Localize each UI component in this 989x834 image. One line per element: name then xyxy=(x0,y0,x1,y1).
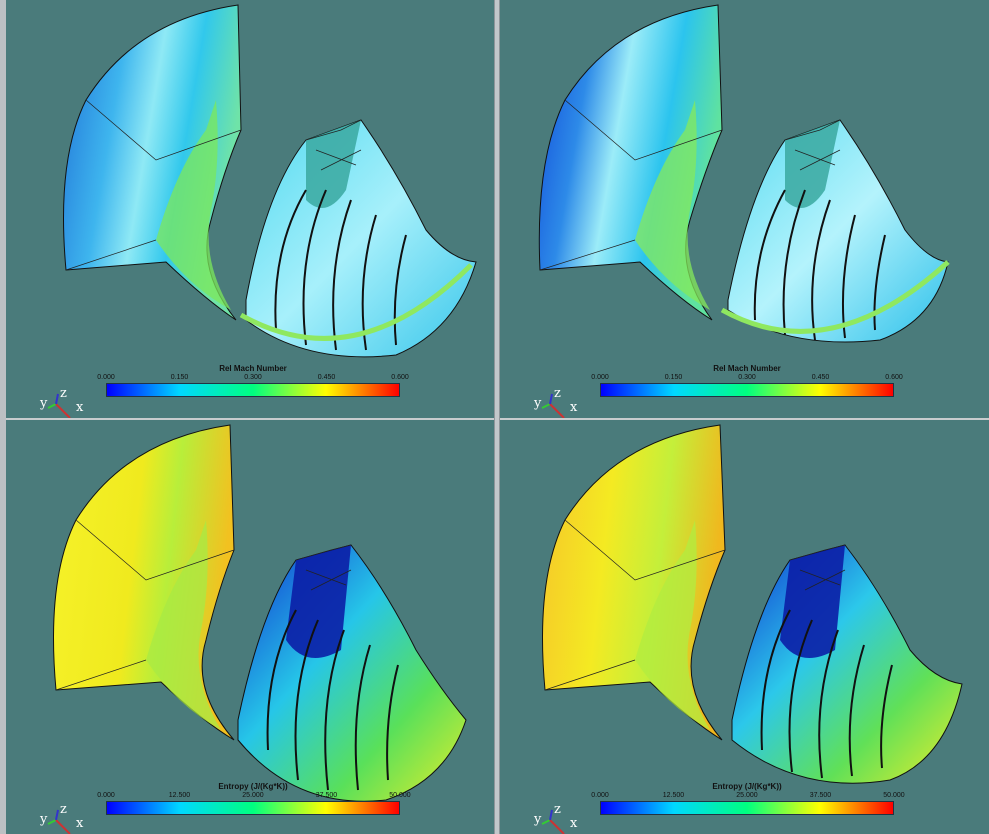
axis-label-z: z xyxy=(554,386,561,401)
legend-tick: 0.450 xyxy=(317,374,336,381)
axis-label-z: z xyxy=(60,802,67,817)
viewport-splitter[interactable] xyxy=(494,0,500,834)
axis-label-z: z xyxy=(554,802,561,817)
render-scene-bottom-right xyxy=(542,424,963,784)
legend-tick: 0.450 xyxy=(811,374,830,381)
legend-tick: 0.600 xyxy=(885,374,903,381)
axis-label-z: z xyxy=(60,386,67,401)
legend-tick: 50.000 xyxy=(883,792,905,799)
legend-title: Entropy (J/(Kg*K)) xyxy=(712,782,782,791)
legend-tick: 0.000 xyxy=(591,374,609,381)
viewport-top-left[interactable]: Rel Mach Number 0.000 0.150 0.300 0.450 … xyxy=(6,0,494,418)
orientation-axes: y z x xyxy=(530,802,590,834)
axis-label-x: x xyxy=(76,400,84,415)
axis-label-x: x xyxy=(570,400,578,415)
color-scale-bar xyxy=(600,801,894,815)
legend-ticks: 0.000 0.150 0.300 0.450 0.600 xyxy=(591,374,903,383)
axis-label-y: y xyxy=(40,396,48,411)
color-scale-bar xyxy=(106,383,400,397)
legend-tick: 25.000 xyxy=(736,792,758,799)
legend-tick: 37.500 xyxy=(315,792,338,799)
legend-tick: 0.000 xyxy=(97,374,115,381)
legend-tick: 12.500 xyxy=(662,792,685,799)
legend-tick: 12.500 xyxy=(168,792,191,799)
legend-title: Entropy (J/(Kg*K)) xyxy=(218,782,288,791)
color-legend: Entropy (J/(Kg*K)) 0.000 12.500 25.000 3… xyxy=(97,782,411,815)
color-scale-bar xyxy=(600,383,894,397)
viewport-bottom-left[interactable]: Entropy (J/(Kg*K)) 0.000 12.500 25.000 3… xyxy=(6,418,494,834)
legend-tick: 0.300 xyxy=(244,374,262,381)
legend-tick: 0.150 xyxy=(664,374,683,381)
color-scale-bar xyxy=(106,801,400,815)
legend-ticks: 0.000 12.500 25.000 37.500 50.000 xyxy=(97,792,410,801)
legend-tick: 0.000 xyxy=(97,792,115,799)
viewport-top-right[interactable]: Rel Mach Number 0.000 0.150 0.300 0.450 … xyxy=(500,0,989,418)
render-scene-top-left xyxy=(63,4,477,358)
render-scene-bottom-left xyxy=(53,424,467,802)
orientation-axes: y z x xyxy=(36,386,96,418)
axis-label-x: x xyxy=(570,816,578,831)
orientation-axes: y z x xyxy=(36,802,96,834)
color-legend: Rel Mach Number 0.000 0.150 0.300 0.450 … xyxy=(591,364,903,397)
legend-ticks: 0.000 12.500 25.000 37.500 50.000 xyxy=(591,792,904,801)
axis-label-y: y xyxy=(534,396,542,411)
axis-label-y: y xyxy=(40,812,48,827)
color-legend: Entropy (J/(Kg*K)) 0.000 12.500 25.000 3… xyxy=(591,782,905,815)
legend-tick: 25.000 xyxy=(242,792,264,799)
legend-tick: 37.500 xyxy=(809,792,832,799)
render-scene-top-right xyxy=(538,4,950,343)
legend-tick: 0.300 xyxy=(738,374,756,381)
legend-ticks: 0.000 0.150 0.300 0.450 0.600 xyxy=(97,374,409,383)
legend-title: Rel Mach Number xyxy=(219,364,287,373)
legend-tick: 50.000 xyxy=(389,792,411,799)
legend-tick: 0.600 xyxy=(391,374,409,381)
legend-tick: 0.150 xyxy=(170,374,189,381)
axis-label-y: y xyxy=(534,812,542,827)
legend-tick: 0.000 xyxy=(591,792,609,799)
viewport-bottom-right[interactable]: Entropy (J/(Kg*K)) 0.000 12.500 25.000 3… xyxy=(500,418,989,834)
axis-label-x: x xyxy=(76,816,84,831)
legend-title: Rel Mach Number xyxy=(713,364,781,373)
color-legend: Rel Mach Number 0.000 0.150 0.300 0.450 … xyxy=(97,364,409,397)
orientation-axes: y z x xyxy=(530,386,590,418)
